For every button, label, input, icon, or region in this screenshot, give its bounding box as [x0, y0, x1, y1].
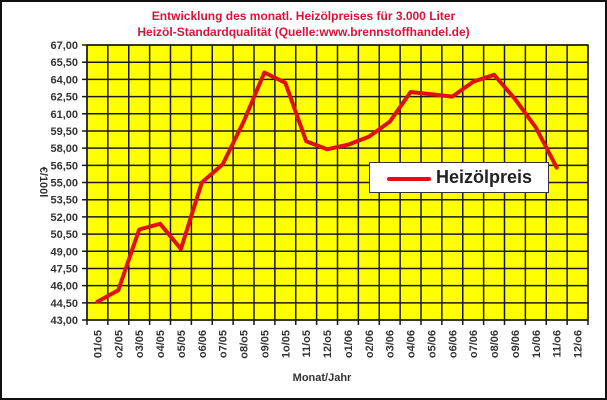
x-tick-label: 12/o5: [322, 330, 334, 358]
legend-label: Heizölpreis: [436, 167, 533, 187]
x-axis-label: Monat/Jahr: [293, 372, 352, 384]
x-tick-label: o9/05: [259, 330, 271, 358]
y-tick-label: 44,50: [50, 298, 78, 310]
y-tick-label: 53,50: [50, 195, 78, 207]
y-tick-label: 46,00: [50, 281, 78, 293]
y-tick-label: 49,00: [50, 246, 78, 258]
x-tick-label: o6/06: [197, 330, 209, 358]
y-tick-label: 47,50: [50, 263, 78, 275]
chart-title: Entwicklung des monatl. Heizölpreises fü…: [151, 9, 456, 23]
y-axis-label: €/100l: [37, 167, 49, 198]
legend-line-swatch: [387, 177, 431, 181]
x-tick-label: 12/o6: [573, 330, 585, 358]
x-tick-label: o2/05: [113, 330, 125, 358]
y-tick-label: 67,00: [50, 40, 78, 52]
x-tick-label: o5/05: [176, 330, 188, 358]
y-tick-label: 61,00: [50, 109, 78, 121]
y-tick-label: 43,00: [50, 315, 78, 327]
y-tick-label: 58,00: [50, 143, 78, 155]
x-tick-label: o4/05: [155, 330, 167, 358]
y-tick-label: 55,00: [50, 178, 78, 190]
x-tick-label: o5/06: [426, 330, 438, 358]
y-tick-label: 64,00: [50, 74, 78, 86]
x-tick-label: o8/06: [489, 330, 501, 358]
x-tick-label: o6/06: [447, 330, 459, 358]
legend: Heizölpreis: [369, 162, 549, 193]
x-tick-label: 11/o6: [552, 330, 564, 358]
y-tick-label: 56,50: [50, 160, 78, 172]
series-line-heizoelpreis: [95, 70, 559, 304]
x-tick-label: 11/o5: [301, 330, 313, 358]
x-tick-label: o1/06: [343, 330, 355, 358]
y-tick-label: 52,00: [50, 212, 78, 224]
y-tick-label: 65,50: [50, 57, 78, 69]
x-tick-label: o7/06: [468, 330, 480, 358]
x-tick-label: 01/o5: [92, 330, 104, 358]
y-axis-ticks: 43,00 44,50 46,00 47,50 49,00 50,50 52,00 53,50…: [50, 40, 78, 327]
x-tick-label: o3/05: [134, 330, 146, 358]
x-tick-label: 1o/06: [531, 330, 543, 358]
x-tick-label: o7/05: [218, 330, 230, 358]
gridlines: [82, 44, 589, 325]
x-axis-ticks: 01/o5 o2/05 o3/05 o4/05 o5/05 o6/06 o7/05 o8/o5…: [92, 330, 584, 359]
x-tick-label: o4/06: [406, 330, 418, 358]
x-tick-label: o2/06: [364, 330, 376, 358]
x-tick-label: o8/o5: [239, 330, 251, 359]
y-tick-label: 62,50: [50, 92, 78, 104]
chart-subtitle: Heizöl-Standardqualität (Quelle:www.bren…: [137, 25, 470, 39]
x-tick-label: 1o/05: [280, 330, 292, 358]
y-tick-label: 50,50: [50, 229, 78, 241]
y-tick-label: 59,50: [50, 126, 78, 138]
x-tick-label: o9/06: [510, 330, 522, 358]
x-tick-label: o3/06: [385, 330, 397, 358]
